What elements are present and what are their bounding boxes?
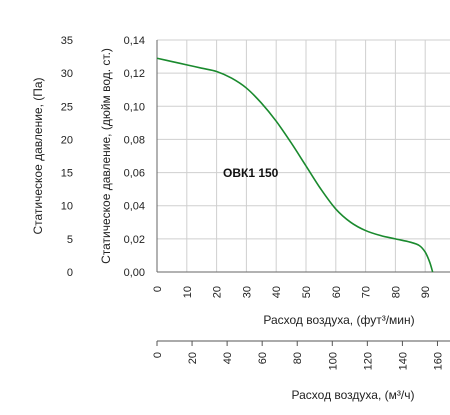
right-tick-label: 0,10 [124,101,145,113]
left-axis-title: Статическое давление, (Па) [31,77,45,234]
right-tick-label: 0,12 [124,68,145,80]
x-tick-label: 90 [420,286,432,298]
series-label: ОВК1 150 [223,166,279,180]
x2-tick-label: 160 [432,352,444,370]
x2-tick-label: 140 [397,352,409,370]
right-tick-label: 0,14 [124,35,145,47]
x2-tick-label: 20 [187,352,199,364]
x-tick-label: 30 [241,286,253,298]
x2-axis: 0 20 40 60 80 100 120 140 160 [152,340,450,370]
right-axis-title: Статическое давление, (дюйм вод. ст.) [99,48,113,264]
right-tick-label: 0,00 [124,267,145,279]
x-axis-title: Расход воздуха, (фут³/мин) [263,313,414,327]
right-tick-label: 0,02 [124,234,145,246]
right-axis-ticks: 0,00 0,02 0,04 0,06 0,08 0,10 0,12 0,14 [124,35,145,279]
chart-grid [156,39,450,273]
left-axis-ticks: 0 5 10 15 20 25 30 35 [61,35,73,279]
x-tick-label: 50 [301,286,313,298]
x-axis-ticks: 0102030405060708090100 [152,286,432,298]
left-tick-label: 5 [67,234,73,246]
x-tick-label: 70 [361,286,373,298]
left-tick-label: 35 [61,35,73,47]
x-tick-label: 0 [152,286,164,292]
left-tick-label: 15 [61,168,73,180]
x-tick-label: 80 [390,286,402,298]
x2-tick-label: 60 [257,352,269,364]
series-line [156,57,434,273]
left-tick-label: 20 [61,134,73,146]
x2-tick-label: 40 [222,352,234,364]
x-tick-label: 10 [182,286,194,298]
x-tick-label: 60 [331,286,343,298]
x2-tick-label: 100 [327,352,339,370]
left-tick-label: 10 [61,201,73,213]
x2-axis-title: Расход воздуха, (м³/ч) [292,388,415,402]
right-tick-label: 0,06 [124,168,145,180]
x2-tick-label: 120 [362,352,374,370]
left-tick-label: 25 [61,101,73,113]
left-tick-label: 0 [67,267,73,279]
x-tick-label: 40 [271,286,283,298]
x-tick-label: 20 [212,286,224,298]
x2-tick-label: 0 [152,352,164,358]
left-tick-label: 30 [61,68,73,80]
right-tick-label: 0,04 [124,201,145,213]
x2-tick-label: 80 [292,352,304,364]
right-tick-label: 0,08 [124,134,145,146]
